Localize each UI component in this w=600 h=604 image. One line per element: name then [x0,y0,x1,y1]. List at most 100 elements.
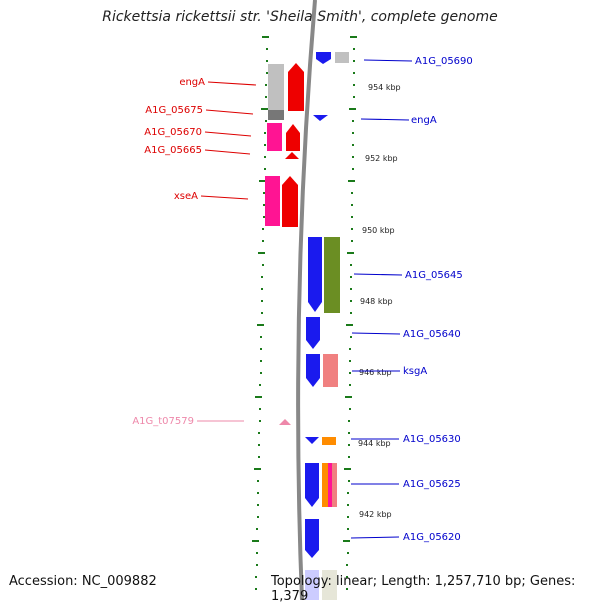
tick-dot [259,384,261,386]
tick-dot [262,36,269,38]
tick-dot [352,168,354,170]
trna-A1G_t07579[interactable] [279,419,291,425]
tick-dot [255,588,257,590]
tick-dot [350,36,357,38]
gene-label[interactable]: A1G_05670 [144,127,202,138]
gene-xseA-magenta[interactable] [265,176,280,226]
tick-dot [256,552,258,554]
gene-A1G_05625-multi[interactable] [322,463,328,507]
tick-dot [353,48,355,50]
tick-dot [264,168,266,170]
gene-arrow-red-2[interactable] [286,124,300,151]
tick-dot [258,456,260,458]
gene-label[interactable]: engA [179,77,205,88]
gene-label[interactable]: engA [411,115,437,126]
gene-A1G_05690[interactable] [316,52,331,64]
tick-dot [347,492,349,494]
tick-dot [346,588,348,590]
tick-dot [352,144,354,146]
gene-A1G_05645[interactable] [308,237,322,312]
kbp-label: 942 kbp [359,510,392,519]
tick-dot [265,96,267,98]
kbp-label: 948 kbp [360,297,393,306]
tick-dot [348,456,350,458]
tick-dot [264,156,266,158]
tick-dot [262,240,264,242]
gene-engA-left-tail [268,110,284,120]
tick-dot [260,372,262,374]
tick-dot [256,528,258,530]
tick-dot [351,228,353,230]
gene-label[interactable]: A1G_t07579 [132,416,194,427]
gene-label[interactable]: A1G_05640 [403,329,461,340]
gene-A1G_05690-grey[interactable] [335,52,349,63]
gene-A1G_05625-multi[interactable] [328,463,332,507]
tick-dot [266,72,268,74]
tick-dot [259,420,261,422]
gene-arrow-red-3[interactable] [285,152,299,159]
gene-label[interactable]: xseA [174,191,198,202]
tick-dot [265,120,267,122]
gene-A1G_05630-orange[interactable] [322,437,336,445]
tick-dot [256,564,258,566]
tick-dot [257,480,259,482]
tick-dot [347,552,349,554]
gene-label[interactable]: A1G_05675 [145,105,203,116]
gene-ksgA[interactable] [306,354,320,387]
gene-A1G_05645-olive[interactable] [324,237,340,313]
gene-label[interactable]: A1G_05620 [403,532,461,543]
gene-bottom-grey[interactable] [322,570,337,600]
tick-dot [264,144,266,146]
kbp-label: 954 kbp [368,83,401,92]
tick-dot [348,432,350,434]
gene-bottom-blue[interactable] [305,570,319,600]
accession-text: Accession: NC_009882 [9,574,157,589]
tick-dot [347,504,349,506]
left-gene-labels: engA A1G_05675 A1G_05670 A1G_05665 xseA … [132,77,205,427]
gene-A1G_05620[interactable] [305,519,319,558]
gene-A1G_05625[interactable] [305,463,319,507]
tick-dot [347,516,349,518]
gene-A1G_05625-multi[interactable] [332,463,337,507]
tick-dot [262,264,264,266]
tick-dot [261,312,263,314]
tick-dot [353,60,355,62]
tick-dot [351,192,353,194]
tick-dot [351,216,353,218]
tick-dot [260,360,262,362]
tick-dot [263,216,265,218]
gene-arrow-red-1[interactable] [288,63,304,111]
tick-dot [346,324,353,326]
gene-label[interactable]: A1G_05665 [144,145,202,156]
gene-ksgA-salmon[interactable] [323,354,338,387]
tick-dot [346,564,348,566]
gene-A1G_05640[interactable] [306,317,320,349]
tick-dot [350,300,352,302]
gene-xseA[interactable] [282,176,298,227]
gene-label[interactable]: A1G_05630 [403,434,461,445]
tick-dot [347,252,354,254]
gene-label[interactable]: ksgA [403,366,427,377]
tick-dot [261,300,263,302]
gene-label[interactable]: A1G_05690 [415,56,473,67]
tick-dot [257,492,259,494]
tick-dot [350,264,352,266]
gene-engA-right[interactable] [313,115,328,121]
tick-dot [263,204,265,206]
tick-dot [350,336,352,338]
tick-dot [351,204,353,206]
gene-label[interactable]: A1G_05645 [405,270,463,281]
tick-dot [257,516,259,518]
tick-dot [349,348,351,350]
tick-dot [257,324,264,326]
tick-dot [349,372,351,374]
tick-dot [261,276,263,278]
tick-dot [258,444,260,446]
gene-A1G_05670[interactable] [267,123,282,151]
gene-engA-left[interactable] [268,64,284,110]
tick-dot [261,108,268,110]
gene-A1G_05630[interactable] [305,437,319,444]
tick-dot [353,96,355,98]
gene-label[interactable]: A1G_05625 [403,479,461,490]
